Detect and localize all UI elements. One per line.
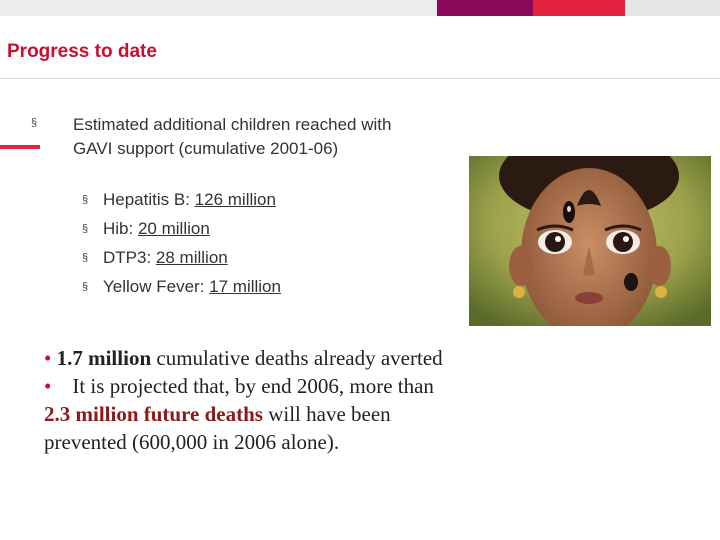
vaccine-value: 20 million [137, 219, 210, 238]
slide-title: Progress to date [7, 41, 157, 62]
vaccine-label: Hib: [103, 219, 134, 238]
projection-lead-text: It is projected that, by end 2006, more … [72, 374, 434, 398]
summary-paragraphs: • 1.7 million cumulative deaths already … [44, 344, 444, 456]
main-bullet-marker: § [31, 117, 38, 129]
deaths-averted-text: cumulative deaths already averted [156, 346, 443, 370]
title-divider [0, 78, 720, 79]
sub-bullet-marker: § [82, 223, 89, 235]
sub-bullet-marker: § [82, 194, 89, 206]
list-item: § Yellow Fever: 17 million [82, 277, 281, 306]
deaths-averted-figure: 1.7 million [56, 346, 152, 370]
vaccine-label: Yellow Fever: [103, 277, 205, 296]
vaccine-label: DTP3: [103, 248, 152, 267]
vaccine-value: 126 million [194, 190, 276, 209]
projection-tail-text: will have been prevented (600,000 in 200… [44, 402, 391, 454]
child-portrait-photo [469, 156, 711, 326]
main-bullet-text: Estimated additional children reached wi… [73, 115, 392, 158]
paragraph-bullet-marker: • [44, 374, 52, 398]
list-item: § Hib: 20 million [82, 219, 281, 248]
sub-bullet-marker: § [82, 252, 89, 264]
future-deaths-highlight: 2.3 million future deaths [44, 402, 263, 426]
sub-bullet-marker: § [82, 281, 89, 293]
top-bar-red-segment [533, 0, 625, 16]
vaccine-value: 28 million [155, 248, 228, 267]
red-accent-mark [0, 145, 40, 149]
list-item: § Hepatitis B: 126 million [82, 190, 281, 219]
child-portrait-illustration [469, 156, 711, 326]
vaccine-value: 17 million [209, 277, 281, 296]
top-bar-purple-segment [437, 0, 533, 16]
list-item: § DTP3: 28 million [82, 248, 281, 277]
top-bar-light-segment [625, 0, 720, 16]
top-bar-gray-segment [0, 0, 437, 16]
top-color-bar [0, 0, 720, 16]
vaccine-list: § Hepatitis B: 126 million § Hib: 20 milli… [82, 190, 281, 306]
projection-paragraph: • It is projected that, by end 2006, mor… [44, 372, 444, 456]
paragraph-bullet-marker: • [44, 346, 52, 370]
vaccine-label: Hepatitis B: [103, 190, 190, 209]
deaths-averted-paragraph: • 1.7 million cumulative deaths already … [44, 344, 444, 372]
